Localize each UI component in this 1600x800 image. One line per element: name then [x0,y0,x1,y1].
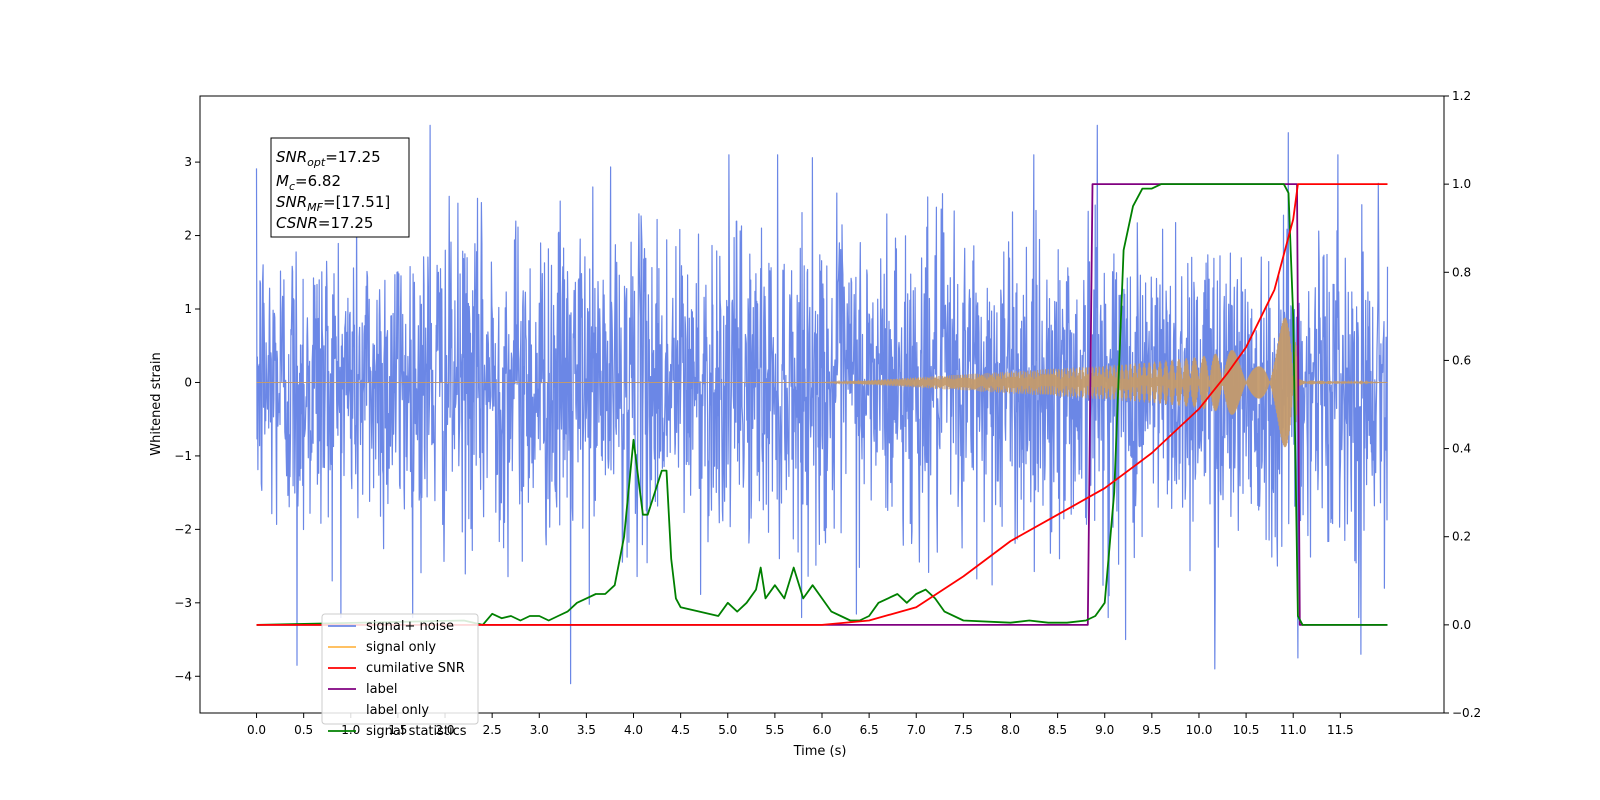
y2-tick-label: 0.2 [1452,530,1471,544]
legend: signal+ noise signal only cumilative SNR la… [321,613,479,739]
y2-tick-label: 1.2 [1452,89,1471,103]
x-tick-label: 3.0 [530,723,549,737]
y2-tick-label: 1.0 [1452,177,1471,191]
y2-tick-label: 0.4 [1452,442,1471,456]
series-cumilative-snr-line [256,183,1388,626]
x-tick-label: 7.5 [954,723,973,737]
x-tick-label: 8.5 [1048,723,1067,737]
y-tick-label: −1 [174,449,192,463]
annotation-frame [270,137,410,238]
x-tick-label: 5.0 [718,723,737,737]
x-tick-label: 11.0 [1280,723,1307,737]
legend-entry-label: signal only [366,640,436,655]
y-tick-label: 2 [184,229,192,243]
x-tick-label: 0.5 [294,723,313,737]
x-tick-label: 7.0 [907,723,926,737]
y-tick-label: −2 [174,522,192,536]
x-axis-label: Time (s) [793,744,847,759]
annotation-line-snr-mf: SNRMF=[17.51] [276,193,390,214]
x-tick-label: 8.0 [1001,723,1020,737]
x-tick-label: 10.5 [1233,723,1260,737]
x-tick-label: 1.5 [388,723,407,737]
plot-area [255,124,1389,685]
y-tick-label: 3 [184,155,192,169]
y-tick-label: −4 [174,669,192,683]
y2-tick-label: −0.2 [1452,706,1481,720]
x-tick-label: 2.5 [483,723,502,737]
y-axis-label: Whitened strain [149,352,164,455]
x-tick-label: 2.0 [435,723,454,737]
y2-tick-label: 0.6 [1452,353,1471,367]
legend-entry-label: signal statistics [366,724,467,739]
y2-tick-label: 0.8 [1452,265,1471,279]
y-tick-label: −3 [174,596,192,610]
x-tick-label: 4.5 [671,723,690,737]
annotation-line-snr-opt: SNRopt=17.25 [276,148,381,169]
x-tick-label: 4.0 [624,723,643,737]
y-tick-label: 1 [184,302,192,316]
legend-entry-label: cumilative SNR [366,661,465,676]
annotation-box: SNRopt=17.25 Mc=6.82 SNRMF=[17.51] CSNR=… [270,137,410,238]
annotation-line-mc: Mc=6.82 [276,172,341,193]
legend-entry-label: signal+ noise [366,619,454,634]
legend-entry-label: label [366,682,397,697]
y-tick-label: 0 [184,375,192,389]
x-tick-label: 9.0 [1095,723,1114,737]
x-tick-label: 3.5 [577,723,596,737]
x-tick-label: 0.0 [247,723,266,737]
legend-frame [321,613,479,725]
x-tick-label: 11.5 [1327,723,1354,737]
legend-entry-label: label only [366,703,429,718]
axes: 0.0 0.5 1.0 1.5 2.0 2.5 3.0 3.5 4.0 4.5 5.0 5.5 6.0 6… [174,89,1481,737]
series-signal-statistics-line [256,183,1388,626]
x-tick-label: 10.0 [1186,723,1213,737]
annotation-line-csnr: CSNR=17.25 [276,214,373,232]
x-tick-label: 1.0 [341,723,360,737]
x-tick-label: 6.5 [860,723,879,737]
x-tick-label: 6.0 [812,723,831,737]
x-tick-label: 9.5 [1142,723,1161,737]
x-tick-label: 5.5 [765,723,784,737]
series-signal-only-line [256,317,1388,448]
y2-tick-label: 0.0 [1452,618,1471,632]
